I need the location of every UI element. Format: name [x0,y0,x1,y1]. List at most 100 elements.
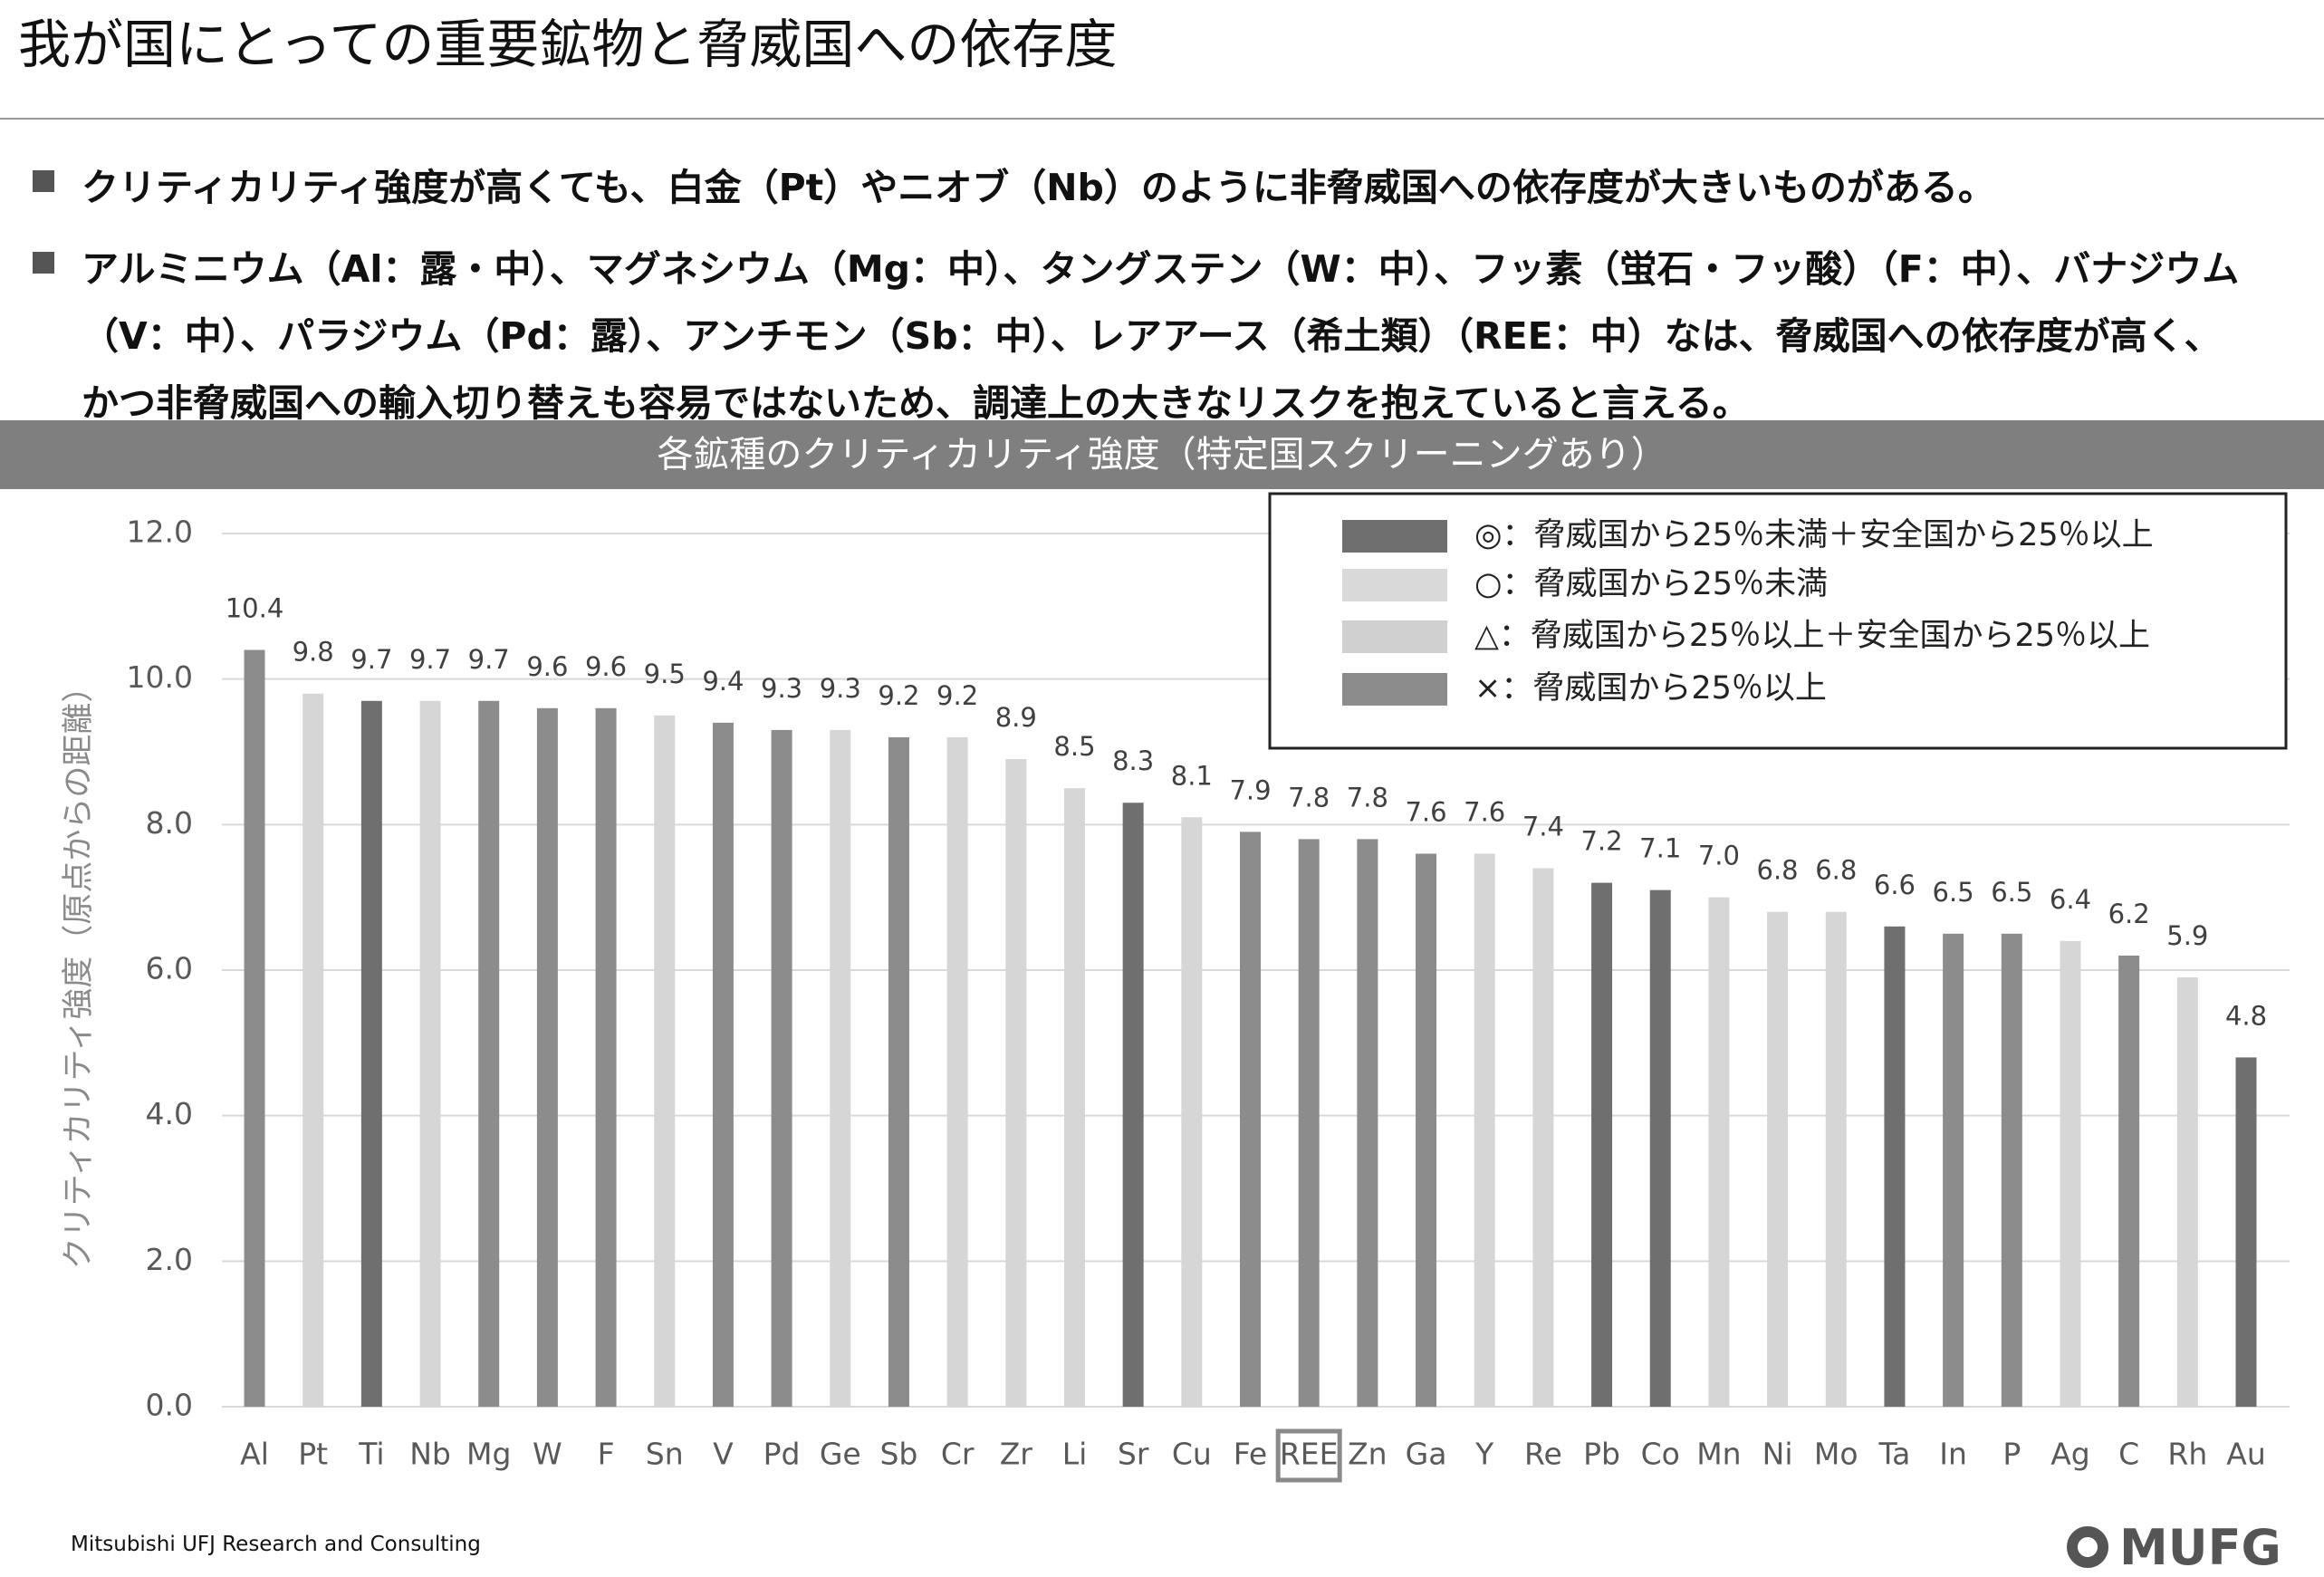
x-tick-label: Ti [358,1437,384,1472]
x-tick-label: V [713,1437,734,1472]
x-tick-label: Mn [1696,1437,1741,1472]
x-tick-label: W [533,1437,562,1472]
x-tick-label: P [2002,1437,2021,1472]
legend-label: ×：脅威国から25％以上 [1474,670,1827,707]
y-axis-label: クリティカリティ強度（原点からの距離） [61,671,97,1270]
bullet-line: （V：中）、パラジウム（Pd：露）、アンチモン（Sb：中）、レアアース（希土類）… [82,314,2222,358]
value-label: 6.2 [2108,899,2150,929]
x-tick-label: Ni [1762,1437,1793,1472]
value-label: 6.5 [1933,877,1974,908]
legend-label: △：脅威国から25％以上＋安全国から25％以上 [1474,618,2150,654]
value-label: 7.6 [1464,796,1505,827]
value-label: 7.4 [1522,812,1564,842]
bullet-marker [33,252,54,274]
value-label: 9.5 [644,659,686,689]
bar [1767,911,1789,1407]
bar [1708,897,1730,1407]
x-tick-label: Au [2226,1437,2266,1472]
y-tick-label: 2.0 [146,1242,193,1277]
value-label: 8.9 [995,702,1037,733]
legend-label: ○：脅威国から25％未満 [1474,566,1828,602]
x-tick-label: Sr [1118,1437,1149,1472]
x-tick-label: Nb [409,1437,451,1472]
bar [536,707,558,1407]
legend-label: ◎：脅威国から25％未満＋安全国から25％以上 [1474,517,2154,553]
value-label: 9.6 [585,651,627,682]
logo: MUFG [2067,1518,2281,1576]
legend-swatch [1342,520,1447,553]
value-label: 6.8 [1757,855,1799,886]
x-tick-label: F [598,1437,615,1472]
value-label: 7.6 [1405,796,1446,827]
bullet: アルミニウム（Al：露・中）、マグネシウム（Mg：中）、タングステン（W：中）、… [33,236,2239,437]
y-tick-label: 6.0 [146,951,193,986]
bar [2001,933,2022,1407]
x-tick-label: Ta [1877,1437,1910,1472]
bullet-line: アルミニウム（Al：露・中）、マグネシウム（Mg：中）、タングステン（W：中）、… [82,247,2240,291]
value-label: 7.0 [1698,841,1740,871]
x-tick-label: Sn [646,1437,684,1472]
value-label: 10.4 [226,593,284,624]
bar [888,736,909,1407]
x-tick-label: Ag [2050,1437,2090,1472]
value-label: 9.7 [468,644,510,675]
value-label: 9.4 [702,666,744,697]
x-tick-label: Pt [298,1437,328,1472]
bar [1591,882,1613,1407]
bar [1416,853,1437,1407]
value-label: 7.8 [1347,782,1388,813]
chart-title: 各鉱種のクリティカリティ強度（特定国スクリーニングあり） [0,420,2324,489]
x-tick-label: In [1939,1437,1967,1472]
bullet-line: クリティカリティ強度が高くても、白金（Pt）やニオブ（Nb）のように非脅威国への… [82,166,1995,209]
value-label: 4.8 [2225,1000,2267,1031]
value-label: 8.1 [1171,760,1213,791]
x-tick-label: Y [1474,1437,1494,1472]
x-tick-label: Pd [763,1437,801,1472]
x-tick-label: Ge [820,1437,861,1472]
value-label: 7.8 [1288,782,1330,813]
value-label: 9.2 [878,680,919,711]
value-label: 8.3 [1112,745,1154,776]
x-tick-label: Pb [1583,1437,1620,1472]
bar [771,729,792,1407]
bar [1240,832,1261,1407]
y-tick-label: 4.0 [146,1096,193,1131]
bar [1943,933,1964,1407]
value-label: 6.4 [2050,884,2091,915]
bar [595,707,617,1407]
value-label: 6.6 [1874,870,1916,900]
bar [1474,853,1495,1407]
y-tick-label: 12.0 [127,514,193,550]
x-tick-label: Cu [1172,1437,1212,1472]
bar [1181,817,1203,1407]
x-tick-label: Ga [1406,1437,1447,1472]
logo-text: MUFG [2119,1518,2281,1576]
bullet: クリティカリティ強度が高くても、白金（Pt）やニオブ（Nb）のように非脅威国への… [33,154,1995,221]
bar [244,649,265,1407]
logo-mark [2067,1526,2108,1568]
bar [1005,759,1027,1407]
bar [1063,788,1085,1407]
bullet-marker [33,170,54,192]
bar [478,700,500,1407]
x-tick-label: Zr [1000,1437,1033,1472]
bar [419,700,441,1407]
x-tick-label: Cr [941,1437,975,1472]
value-label: 5.9 [2166,920,2208,951]
bar [2176,977,2198,1407]
bar [303,693,324,1407]
value-label: 6.5 [1991,877,2032,908]
bar [1532,868,1554,1407]
credit: Mitsubishi UFJ Research and Consulting [71,1533,481,1556]
x-tick-label: Co [1641,1437,1680,1472]
title-rule [0,118,2324,120]
value-label: 9.3 [761,673,802,704]
bar [1357,839,1378,1407]
value-label: 6.8 [1815,855,1857,886]
bar [2118,955,2140,1407]
bar [830,729,851,1407]
value-label: 7.1 [1639,833,1681,864]
x-tick-label: Fe [1234,1437,1267,1472]
y-tick-label: 10.0 [127,659,193,695]
